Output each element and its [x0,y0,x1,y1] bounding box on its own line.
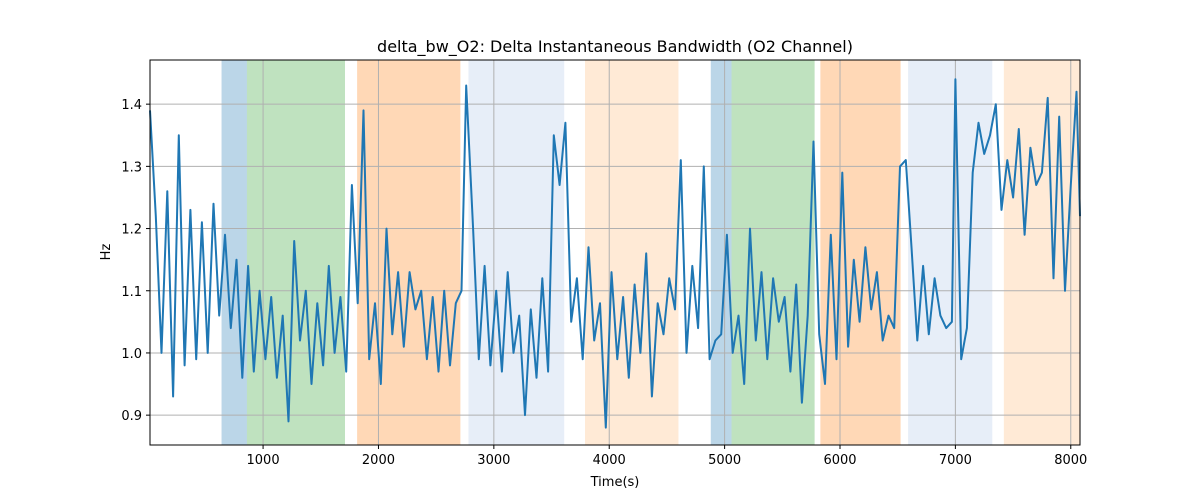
x-tick-label: 6000 [823,453,856,468]
shaded-regions [221,60,1080,445]
shaded-region [710,60,732,445]
shaded-region [1003,60,1080,445]
shaded-region [585,60,679,445]
y-axis-ticks: 0.9 1.0 1.1 1.2 1.3 1.4 [121,98,150,424]
y-tick-label: 1.3 [121,160,142,175]
shaded-region [246,60,345,445]
x-tick-label: 3000 [477,453,510,468]
shaded-region [908,60,993,445]
y-tick-label: 1.4 [121,98,142,113]
y-axis-label: Hz [99,244,114,261]
series-line [149,78,1081,429]
x-tick-label: 4000 [593,453,626,468]
y-tick-label: 0.9 [121,409,142,424]
plot-frame [149,59,1081,446]
x-tick-label: 7000 [939,453,972,468]
y-tick-label: 1.0 [121,347,142,362]
x-axis-label: Time(s) [590,475,640,490]
x-tick-label: 8000 [1054,453,1087,468]
chart-title: delta_bw_O2: Delta Instantaneous Bandwid… [377,37,853,57]
x-axis-ticks: 1000 2000 3000 4000 5000 6000 7000 8000 [247,445,1087,468]
y-tick-label: 1.1 [121,285,142,300]
shaded-region [357,60,461,445]
y-tick-label: 1.2 [121,223,142,238]
x-tick-label: 5000 [708,453,741,468]
shaded-region [468,60,565,445]
x-tick-label: 2000 [362,453,395,468]
x-tick-label: 1000 [247,453,280,468]
shaded-region [820,60,901,445]
